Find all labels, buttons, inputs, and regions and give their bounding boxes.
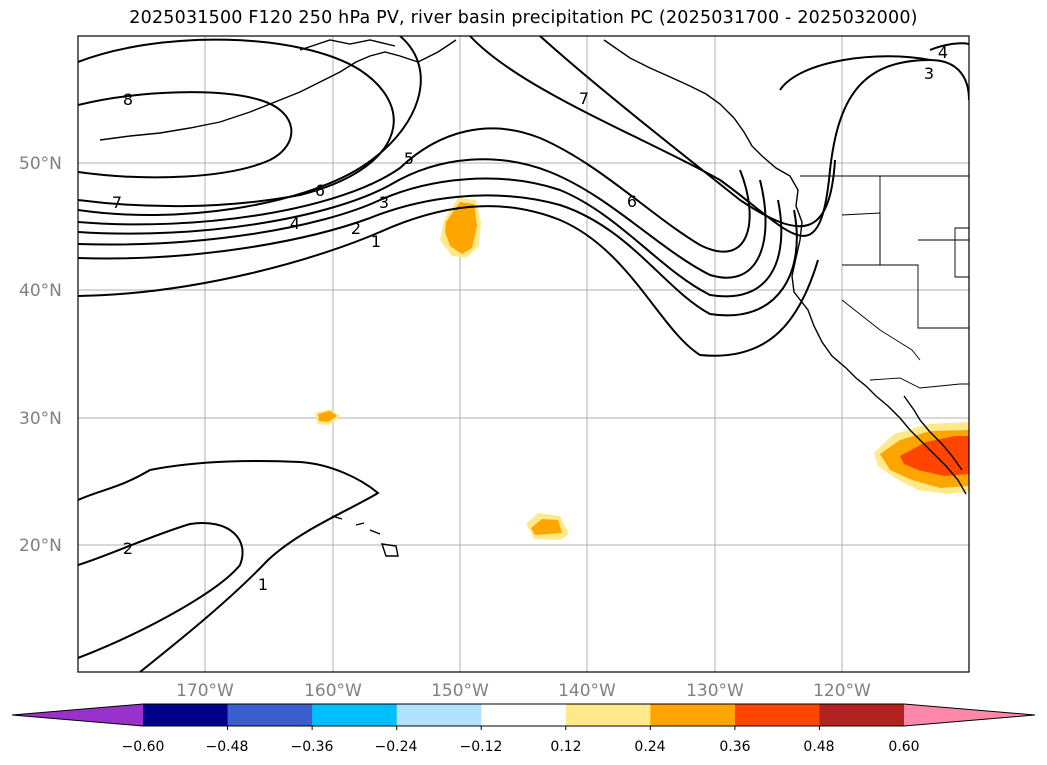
contour-label: 7 <box>112 193 122 212</box>
latitude-labels: 50°N 40°N 30°N 20°N <box>19 154 62 556</box>
contour-labels: 8 7 6 5 4 3 2 1 7 6 4 3 2 1 <box>112 43 948 594</box>
coastlines <box>99 39 967 557</box>
colorbar-tick-label: −0.36 <box>291 739 334 755</box>
colorbar-tick-label: −0.60 <box>122 739 165 755</box>
pv-contour-2-lower <box>78 522 244 659</box>
state-border-california <box>841 299 921 361</box>
north-america-coast <box>603 39 967 495</box>
contour-label: 3 <box>924 64 934 83</box>
colorbar-segment <box>650 704 736 726</box>
colorbar: −0.60 −0.48 −0.36 −0.24 −0.12 0.12 0.24 … <box>11 703 1036 755</box>
colorbar-segment <box>481 704 567 726</box>
contour-label: 1 <box>371 232 381 251</box>
colorbar-segment <box>819 704 905 726</box>
lat-label-20n: 20°N <box>19 536 62 556</box>
pv-contour-4-upper <box>929 42 969 51</box>
precip-area-high <box>900 436 969 476</box>
lat-label-30n: 30°N <box>19 409 62 429</box>
pv-contour-1-lower <box>78 459 380 672</box>
pv-contour-2 <box>78 194 798 317</box>
colorbar-segment <box>396 704 482 726</box>
pv-contours <box>78 36 969 672</box>
colorbar-extend-high <box>904 704 1035 726</box>
contour-label: 7 <box>579 89 589 108</box>
pv-contour-4 <box>78 158 767 279</box>
colorbar-extend-low <box>12 704 143 726</box>
colorbar-outline <box>11 703 1036 727</box>
lon-label-140w: 140°W <box>558 681 616 701</box>
us-mexico-border <box>869 377 969 389</box>
pv-contour-1 <box>78 205 819 357</box>
state-border-idaho <box>879 176 969 278</box>
colorbar-tick-label: 0.24 <box>634 739 665 755</box>
colorbar-segment <box>227 704 313 726</box>
contour-label: 4 <box>290 214 300 233</box>
colorbar-tick-label: 0.60 <box>888 739 919 755</box>
contour-label: 2 <box>123 539 133 558</box>
lon-label-150w: 150°W <box>431 681 489 701</box>
lon-label-120w: 120°W <box>813 681 871 701</box>
precip-area-mid <box>445 202 477 254</box>
pv-contour-3 <box>78 177 783 298</box>
gulf-of-california-coast <box>903 395 963 471</box>
contour-label: 4 <box>938 43 948 62</box>
colorbar-segment <box>143 704 229 726</box>
alaska-peninsula <box>299 39 396 51</box>
colorbar-segment <box>565 704 651 726</box>
map-title: 2025031500 F120 250 hPa PV, river basin … <box>129 8 918 28</box>
colorbar-tick-label: 0.48 <box>803 739 834 755</box>
pv-contour-7-upper <box>539 36 836 228</box>
aleutian-alaska-coast <box>99 39 457 141</box>
lon-label-130w: 130°W <box>686 681 744 701</box>
hawaii-islands <box>331 515 399 557</box>
colorbar-tick-label: −0.48 <box>206 739 249 755</box>
colorbar-ticks: −0.60 −0.48 −0.36 −0.24 −0.12 0.12 0.24 … <box>122 739 920 755</box>
plot-background <box>78 36 969 672</box>
pv-contour-7 <box>78 38 395 208</box>
colorbar-tick-label: 0.12 <box>550 739 581 755</box>
contour-label: 6 <box>627 192 637 211</box>
plot-frame <box>77 35 970 673</box>
precip-area-mid <box>318 411 337 422</box>
pv-contour-6 <box>78 36 422 217</box>
lat-label-50n: 50°N <box>19 154 62 174</box>
contour-label: 2 <box>351 219 361 238</box>
pv-contour-6-upper <box>469 36 969 237</box>
political-borders <box>800 175 969 389</box>
colorbar-tick-label: −0.24 <box>375 739 418 755</box>
pv-contour-3-upper <box>779 55 931 91</box>
precip-shading <box>315 198 969 540</box>
contour-label: 8 <box>123 90 133 109</box>
pv-contour-5 <box>78 127 751 253</box>
pv-contour-8 <box>78 91 293 179</box>
lon-label-160w: 160°W <box>304 681 362 701</box>
longitude-labels: 170°W 160°W 150°W 140°W 130°W 120°W <box>176 681 871 701</box>
lon-label-170w: 170°W <box>176 681 234 701</box>
colorbar-segment <box>312 704 398 726</box>
precip-area-mid <box>531 519 562 535</box>
contour-label: 6 <box>315 181 325 200</box>
colorbar-tick-label: 0.36 <box>719 739 750 755</box>
contour-label: 3 <box>379 193 389 212</box>
colorbar-segments <box>11 703 1036 730</box>
contour-label: 1 <box>258 575 268 594</box>
colorbar-segment <box>734 704 820 726</box>
lat-label-40n: 40°N <box>19 281 62 301</box>
colorbar-tick-label: −0.12 <box>460 739 503 755</box>
contour-label: 5 <box>404 149 414 168</box>
